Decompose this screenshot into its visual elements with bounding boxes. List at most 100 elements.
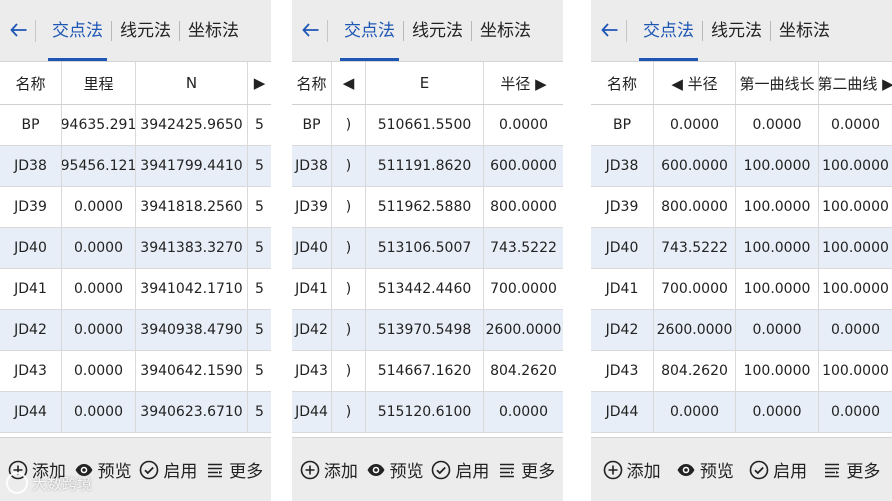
divider	[35, 20, 36, 42]
tab-bar: 交点法 线元法 坐标法	[336, 0, 539, 62]
table-cell: 511962.5880	[366, 187, 484, 227]
table-row[interactable]: JD42 0.0000 3940938.4790 5	[0, 310, 271, 351]
add-button[interactable]: 添加	[603, 457, 661, 482]
table-cell: 511191.8620	[366, 146, 484, 186]
table-row[interactable]: JD39 0.0000 3941818.2560 5	[0, 187, 271, 228]
menu-button[interactable]: 更多	[205, 457, 263, 482]
table-cell: 2600.0000	[654, 310, 736, 350]
back-button[interactable]	[6, 18, 32, 44]
table-row[interactable]: JD43 0.0000 3940642.1590 5	[0, 351, 271, 392]
table-cell: JD42	[591, 310, 654, 350]
button-label: 添加	[31, 462, 66, 482]
tab-2[interactable]: 线元法	[711, 21, 762, 41]
column-header-second-curve[interactable]: 第二曲线 ▶	[819, 74, 892, 93]
table-row[interactable]: JD43) 514667.1620 804.2620	[292, 351, 563, 392]
table-row[interactable]: JD38 600.0000 100.0000 100.0000	[591, 146, 892, 187]
table-cell: 3941818.2560	[136, 187, 248, 227]
table-cell: JD39	[292, 187, 332, 227]
eye-icon	[676, 460, 696, 480]
scroll-right-arrow-icon[interactable]: ▶	[253, 74, 266, 92]
column-header-first-curve: 第一曲线长	[736, 62, 819, 104]
tab-3[interactable]: 坐标法	[188, 21, 239, 41]
table-row[interactable]: BP) 510661.5500 0.0000	[292, 105, 563, 146]
table-row[interactable]: JD39) 511962.5880 800.0000	[292, 187, 563, 228]
table-row[interactable]: JD38) 511191.8620 600.0000	[292, 146, 563, 187]
table-cell: 5	[255, 322, 264, 338]
button-label: 添加	[323, 462, 358, 482]
table-row[interactable]: JD40 0.0000 3941383.3270 5	[0, 228, 271, 269]
check-button[interactable]: 启用	[431, 457, 489, 482]
menu-button[interactable]: 更多	[497, 457, 555, 482]
table-row[interactable]: JD41 700.0000 100.0000 100.0000	[591, 269, 892, 310]
column-header-name: 名称	[0, 62, 62, 104]
table-cell: JD43	[292, 351, 332, 391]
table-row[interactable]: JD43 804.2620 100.0000 100.0000	[591, 351, 892, 392]
table-cell: JD44	[292, 392, 332, 432]
table-row[interactable]: JD40 743.5222 100.0000 100.0000	[591, 228, 892, 269]
table-cell: JD40	[0, 228, 62, 268]
tab-2[interactable]: 线元法	[120, 21, 171, 41]
column-header-radius[interactable]: ◀ 半径	[654, 62, 736, 104]
table-row[interactable]: JD41 0.0000 3941042.1710 5	[0, 269, 271, 310]
back-button[interactable]	[597, 18, 623, 44]
column-header-radius[interactable]: 半径 ▶	[500, 74, 547, 93]
tab-2[interactable]: 线元法	[412, 21, 463, 41]
table-cell: 0.0000	[654, 392, 736, 432]
watermark-logo-icon	[6, 472, 28, 494]
table-cell: 100.0000	[736, 228, 819, 268]
table-cell: 514667.1620	[366, 351, 484, 391]
table-cell: 3940623.6710	[136, 392, 248, 432]
table-cell: JD38	[591, 146, 654, 186]
button-label: 启用	[455, 462, 490, 482]
table-cell: 0.0000	[62, 187, 136, 227]
table-cell: 513970.5498	[366, 310, 484, 350]
table-row[interactable]: JD39 800.0000 100.0000 100.0000	[591, 187, 892, 228]
add-icon	[300, 460, 320, 480]
menu-icon	[497, 460, 517, 480]
tab-3[interactable]: 坐标法	[480, 21, 531, 41]
tab-1[interactable]: 交点法	[635, 0, 702, 62]
table-cell: JD39	[0, 187, 62, 227]
table-row[interactable]: JD44) 515120.6100 0.0000	[292, 392, 563, 433]
table-row[interactable]: JD38195456.12183941799.4410 5	[0, 146, 271, 187]
button-label: 启用	[163, 462, 198, 482]
back-button[interactable]	[298, 18, 324, 44]
table-cell: 100.0000	[736, 351, 819, 391]
eye-button[interactable]: 预览	[676, 457, 734, 482]
table-cell: 100.0000	[822, 158, 889, 174]
table-row[interactable]: BP194635.29103942425.9650 5	[0, 105, 271, 146]
table-row[interactable]: JD44 0.0000 3940623.6710 5	[0, 392, 271, 433]
table-cell: 100.0000	[822, 199, 889, 215]
table-cell: 3941042.1710	[136, 269, 248, 309]
scroll-left-arrow-icon[interactable]: ◀	[332, 62, 366, 104]
eye-button[interactable]: 预览	[366, 457, 424, 482]
top-bar: 交点法 线元法 坐标法	[591, 0, 892, 62]
table-cell: 100.0000	[822, 363, 889, 379]
screen-panel-3: 交点法 线元法 坐标法 名称 ◀ 半径 第一曲线长 第二曲线 ▶ BP 0.0000 0.0000…	[591, 0, 892, 501]
menu-button[interactable]: 更多	[822, 457, 880, 482]
table-row[interactable]: JD41) 513442.4460 700.0000	[292, 269, 563, 310]
add-button[interactable]: 添加	[300, 457, 358, 482]
button-label: 添加	[626, 462, 661, 482]
eye-button[interactable]: 预览	[74, 457, 132, 482]
tab-1[interactable]: 交点法	[336, 0, 403, 62]
check-button[interactable]: 启用	[749, 457, 807, 482]
table-row[interactable]: JD42 2600.0000 0.0000 0.0000	[591, 310, 892, 351]
column-header-name: 名称	[591, 62, 654, 104]
table-row[interactable]: JD42) 513970.5498 2600.0000	[292, 310, 563, 351]
table-row[interactable]: JD40) 513106.5007 743.5222	[292, 228, 563, 269]
tab-1[interactable]: 交点法	[44, 0, 111, 62]
table-cell: 0.0000	[831, 322, 880, 338]
tab-3[interactable]: 坐标法	[779, 21, 830, 41]
table-row[interactable]: JD44 0.0000 0.0000 0.0000	[591, 392, 892, 433]
check-button[interactable]: 启用	[139, 457, 197, 482]
add-icon	[603, 460, 623, 480]
table-cell: 195456.1218	[62, 146, 136, 186]
table-cell: JD40	[591, 228, 654, 268]
menu-icon	[822, 460, 842, 480]
table-cell: 700.0000	[490, 281, 557, 297]
add-button[interactable]: 添加	[8, 457, 66, 482]
table-row[interactable]: BP 0.0000 0.0000 0.0000	[591, 105, 892, 146]
check-icon	[139, 460, 159, 480]
tab-divider	[403, 21, 404, 41]
